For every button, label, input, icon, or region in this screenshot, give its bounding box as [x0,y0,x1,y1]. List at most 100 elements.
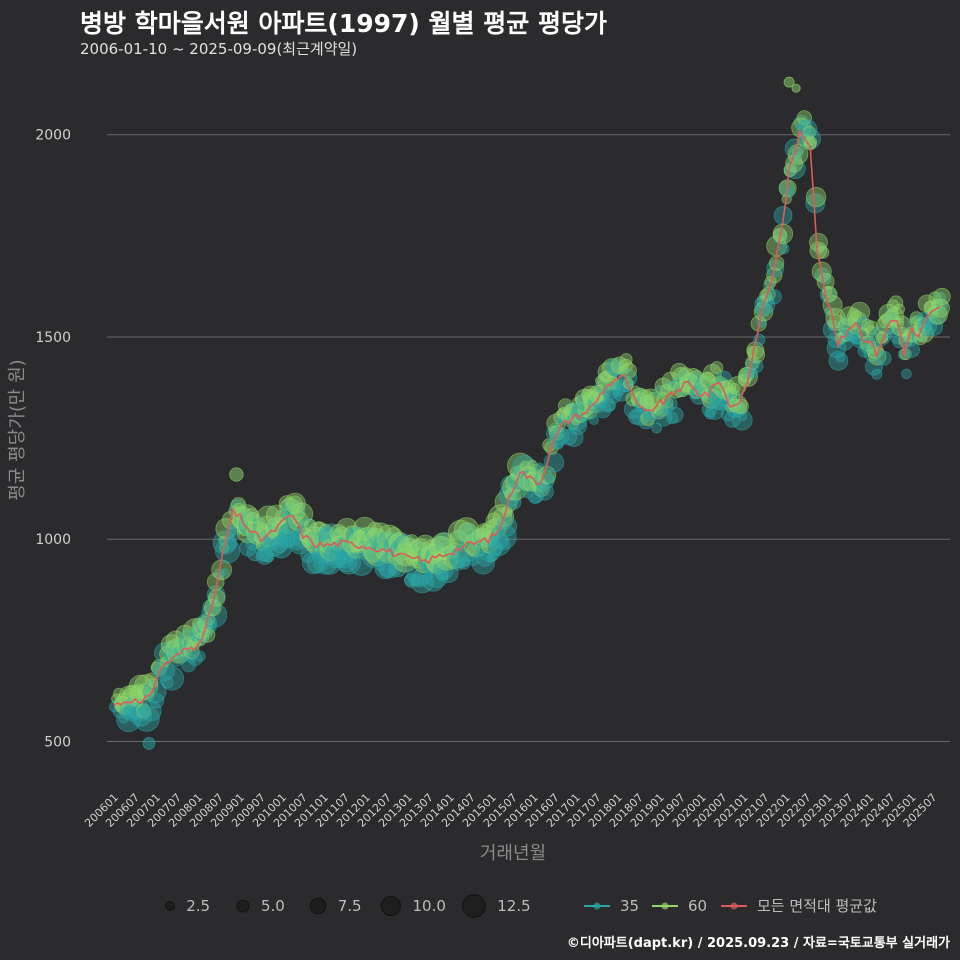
data-point-35 [486,553,496,563]
data-point-60 [772,223,794,244]
data-point-35 [554,440,564,450]
data-point-60 [881,310,900,329]
data-point-35 [410,569,435,594]
legend: 2.5 5.0 7.5 10.0 12.5 35 60 모든 면적대 평균값 [165,894,877,918]
grid-lines [107,134,950,742]
legend-size-marker [462,894,486,918]
y-tick-labels: 500 1000 1500 2000 [35,128,71,751]
data-point-35 [564,427,584,447]
data-point-60 [431,532,455,556]
legend-series-label: 모든 면적대 평균값 [757,897,877,915]
legend-series-dot [730,902,738,910]
data-point-35 [828,350,849,371]
average-line [113,128,940,707]
legend-size-marker [236,899,250,913]
average-line-group [113,128,940,707]
data-point-35 [288,531,312,555]
y-tick-label: 1000 [35,532,71,548]
data-point-60 [286,495,303,512]
legend-series-label: 60 [688,897,707,915]
data-point-35 [129,704,152,727]
data-point-60 [620,362,637,379]
y-tick-label: 2000 [35,128,71,144]
data-point-35 [433,559,454,581]
data-point-60 [888,295,904,310]
data-point-35 [903,341,920,358]
data-point-35 [835,352,846,363]
data-point-35 [161,676,174,689]
data-point-35 [194,650,206,662]
data-point-35 [737,411,748,422]
data-point-60 [488,504,515,531]
data-point-60 [930,298,950,318]
data-point-35 [545,473,556,484]
legend-size-label: 12.5 [497,897,530,915]
data-point-60 [861,319,874,332]
legend-size-label: 5.0 [261,897,285,915]
y-axis-title: 평균 평당가(만 원) [7,359,28,500]
data-point-60 [367,521,383,538]
data-point-60 [600,370,613,383]
data-point-60 [791,83,801,93]
data-point-35 [766,289,782,305]
data-point-35 [142,737,156,750]
scatter-points [109,76,951,750]
data-point-35 [610,381,626,397]
legend-series-label: 35 [620,897,639,915]
data-point-35 [667,406,684,424]
data-point-60 [710,361,724,375]
x-axis-title: 거래년월 [480,843,546,864]
legend-size-marker [309,897,327,915]
chart-subtitle: 2006-01-10 ~ 2025-09-09(최근계약일) [80,40,358,58]
data-point-60 [816,272,835,291]
y-tick-label: 1500 [35,330,71,346]
data-point-60 [278,495,295,512]
data-point-60 [847,308,862,324]
data-point-35 [264,535,281,551]
legend-size-marker [381,896,401,916]
data-point-60 [864,320,879,335]
data-point-35 [704,408,716,420]
y-tick-label: 500 [44,734,71,750]
data-point-35 [536,482,554,501]
x-tick-labels: 2006012006072007012007072008012008072009… [82,791,939,830]
legend-size-label: 10.0 [413,897,446,915]
data-point-35 [246,544,264,562]
data-point-35 [220,568,230,578]
data-point-60 [729,383,740,394]
data-point-60 [783,76,795,88]
data-point-35 [588,414,599,425]
data-point-35 [159,666,185,691]
data-point-60 [791,117,812,138]
data-point-60 [229,467,244,482]
data-point-35 [487,551,498,562]
data-point-35 [451,557,465,571]
data-point-35 [149,693,165,709]
data-point-35 [181,657,197,673]
source-credit: ©디아파트(dapt.kr) / 2025.09.23 / 자료=국토교통부 실… [566,936,950,951]
data-point-35 [901,368,912,380]
legend-size-label: 2.5 [186,897,210,915]
legend-series-dot [593,902,601,910]
data-point-35 [263,551,275,563]
chart-title: 병방 학마을서원 아파트(1997) 월별 평균 평당가 [80,9,607,38]
data-point-60 [204,598,222,617]
data-point-60 [805,186,827,208]
data-point-35 [731,409,753,431]
legend-size-label: 7.5 [338,897,362,915]
data-point-35 [143,679,167,704]
data-point-60 [809,232,828,252]
data-point-35 [778,243,790,255]
data-point-35 [487,533,511,556]
legend-size-marker [165,901,175,911]
data-point-35 [435,567,449,581]
data-point-35 [871,368,883,380]
data-point-35 [666,412,679,425]
data-point-60 [894,303,905,315]
data-point-35 [877,350,892,366]
data-point-60 [933,287,951,306]
legend-series-dot [661,902,669,910]
data-point-60 [208,589,226,607]
data-point-60 [290,502,314,526]
